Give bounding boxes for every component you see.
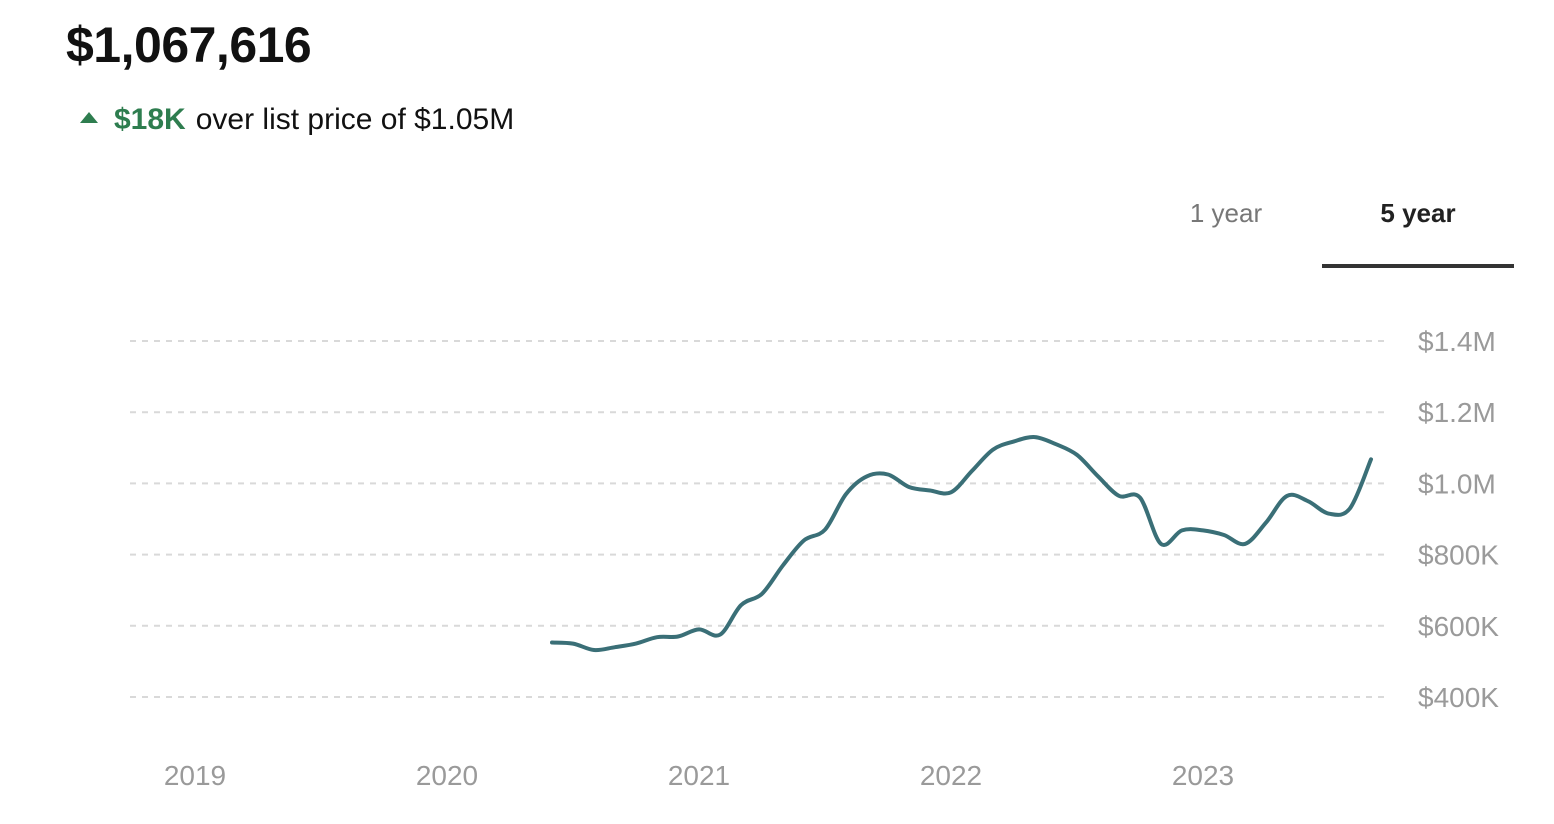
x-tick-label: 2020 xyxy=(416,760,478,791)
active-tab-indicator xyxy=(1322,264,1514,268)
tab-1-year[interactable]: 1 year xyxy=(1189,198,1263,228)
y-tick-label: $1.4M xyxy=(1418,326,1496,357)
sale-price: $1,067,616 xyxy=(66,17,312,73)
delta-amount: $18K xyxy=(114,103,186,136)
x-tick-label: 2021 xyxy=(668,760,730,791)
range-tabs: 1 year 5 year xyxy=(1130,180,1514,268)
series-line xyxy=(550,435,1373,653)
y-tick-label: $1.0M xyxy=(1418,468,1496,499)
y-tick-label: $600K xyxy=(1418,611,1499,642)
x-tick-label: 2019 xyxy=(164,760,226,791)
delta-text: over list price of $1.05M xyxy=(195,103,515,136)
price-delta: $18K over list price of $1.05M xyxy=(80,100,514,140)
y-tick-label: $1.2M xyxy=(1418,397,1496,428)
x-tick-label: 2022 xyxy=(920,760,982,791)
x-tick-label: 2023 xyxy=(1172,760,1234,791)
triangle-up-icon xyxy=(80,111,98,123)
y-tick-label: $400K xyxy=(1418,682,1499,713)
y-tick-label: $800K xyxy=(1418,540,1499,571)
tab-5-year[interactable]: 5 year xyxy=(1380,198,1456,228)
